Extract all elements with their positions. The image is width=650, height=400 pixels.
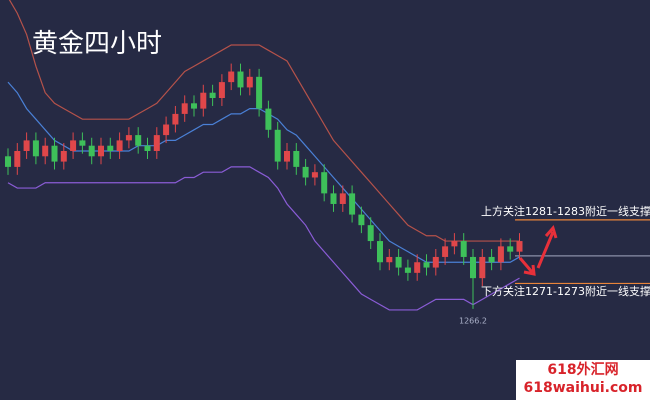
candle-body [107,145,114,151]
candle-body [488,256,495,263]
logo-name: 618外汇网 [547,361,618,378]
candle-body [60,150,67,162]
candle-body [386,256,393,263]
candle-body [339,193,346,204]
annotation: 上方关注1281-1283附近一线支撑 [481,204,650,218]
candle-body [125,135,132,141]
candle-body [163,124,170,136]
candle-body [274,129,281,162]
candle-body [23,140,30,151]
arrow-up [536,224,558,269]
candle-body [237,71,244,88]
candle-body [79,140,86,146]
candle-body [330,193,337,204]
candle-body [70,140,77,151]
candle-body [377,241,383,263]
candle-body [358,214,365,226]
candle-body [293,150,300,167]
candle-body [116,140,123,151]
candle-body [98,145,104,157]
candle-body [395,256,402,268]
candle-body [451,241,458,247]
candle-body [181,103,188,114]
logo-url: 618waihui.com [524,380,643,396]
candle-body [200,92,207,109]
band-line [8,0,520,242]
candle-body [423,262,430,268]
candle-body [172,113,179,125]
candle-body [442,246,449,257]
candle-body [14,150,21,167]
candle-body [367,225,374,242]
candle-body [218,82,225,99]
candle-body [51,145,58,162]
candle-body [311,172,318,178]
low-label: 1266.2 [459,316,487,325]
candle-body [516,241,523,252]
candle-body [470,256,476,279]
band-line [7,166,520,311]
candle-body [246,76,253,88]
candle-body [42,145,49,157]
arrow-down [518,257,536,276]
candle-body [414,262,421,273]
candle-body [265,108,272,130]
candle-body [497,246,504,263]
candle-body [209,92,216,99]
candle-body [349,193,356,215]
plot: 1266.2 [5,0,650,325]
candle-body [153,135,160,151]
logo-box [516,360,650,400]
candle-body [144,145,151,151]
candle-body [228,71,235,83]
candle-body [302,166,309,178]
candle-body [5,156,11,167]
candle-body [32,140,39,157]
candle-body [507,246,514,252]
candle-body [460,241,467,257]
candle-body [321,172,328,194]
chart-title: 黄金四小时 [32,29,162,59]
candle-body [404,267,411,273]
candle-body [191,103,197,109]
candle-body [256,76,263,109]
annotation: 下方关注1271-1273附近一线支撑 [481,284,650,298]
candle-body [479,256,486,279]
candle-body [135,135,142,146]
candle-body [88,145,95,157]
candle-body [284,150,290,162]
candle-body [432,256,439,268]
